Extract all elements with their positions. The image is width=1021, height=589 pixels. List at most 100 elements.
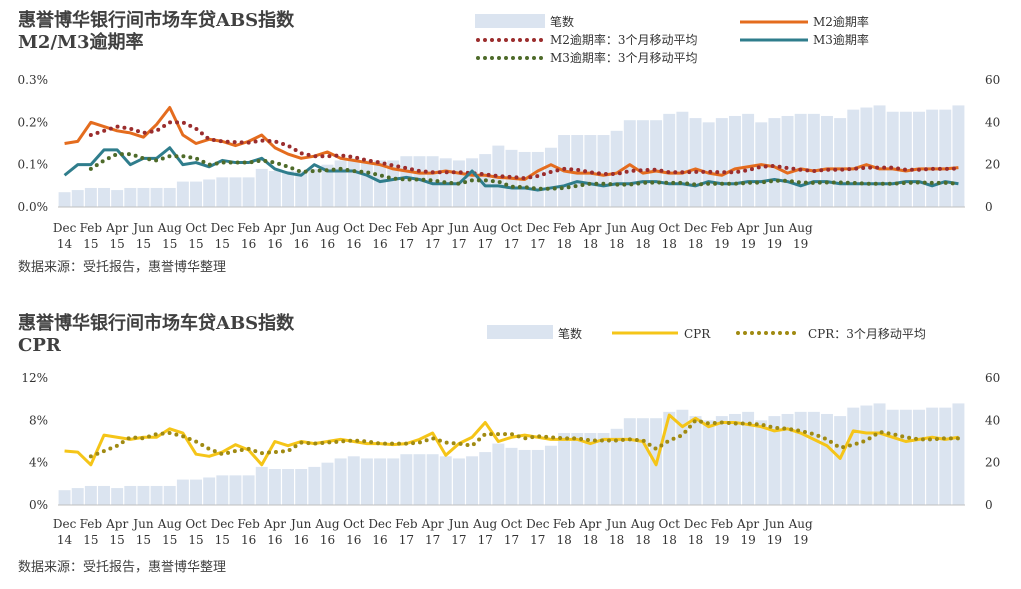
count-bar	[807, 411, 820, 505]
x-tick-month: Aug	[157, 221, 182, 235]
count-bar	[374, 160, 387, 207]
x-tick-month: Feb	[395, 221, 418, 235]
x-tick-year: 18	[662, 237, 677, 251]
count-bar	[321, 462, 334, 505]
count-bar	[663, 411, 676, 505]
x-tick-month: Feb	[553, 221, 576, 235]
count-bar	[873, 105, 886, 207]
x-tick-month: Jun	[131, 221, 154, 235]
count-bar	[334, 160, 347, 207]
count-bar	[268, 171, 281, 207]
count-bar	[794, 411, 807, 505]
count-bar	[847, 407, 860, 505]
x-tick-month: Oct	[659, 517, 681, 531]
x-tick-year: 16	[267, 533, 282, 547]
x-tick-month: Aug	[630, 221, 655, 235]
count-bar	[98, 485, 110, 505]
count-bar	[689, 118, 702, 207]
count-bar	[663, 113, 676, 207]
x-tick-year: 14	[57, 533, 73, 547]
right-tick-label: 0	[985, 200, 993, 214]
x-tick-year: 16	[372, 237, 387, 251]
count-bar	[150, 187, 163, 207]
count-bar	[84, 485, 97, 505]
x-tick-year: 19	[740, 533, 755, 547]
x-tick-month: Oct	[501, 221, 523, 235]
count-bar	[952, 105, 965, 207]
count-bar	[176, 181, 189, 207]
chart1-title: 惠誉博华银行间市场车贷ABS指数 M2/M3逾期率	[18, 10, 294, 54]
count-bar	[216, 177, 229, 207]
count-bar	[558, 433, 571, 505]
x-tick-year: 15	[162, 533, 177, 547]
x-tick-month: Dec	[53, 221, 77, 235]
x-tick-month: Apr	[578, 517, 601, 531]
x-tick-month: Jun	[762, 221, 785, 235]
count-bar	[295, 469, 308, 505]
count-bar	[163, 187, 176, 207]
x-tick-year: 17	[530, 237, 545, 251]
count-bar	[505, 447, 518, 505]
count-bar	[282, 171, 295, 207]
x-tick-month: Feb	[553, 517, 576, 531]
x-tick-month: Jun	[131, 517, 154, 531]
x-tick-month: Oct	[185, 221, 207, 235]
count-bar	[137, 485, 150, 505]
x-tick-year: 16	[320, 533, 335, 547]
x-tick-month: Aug	[314, 221, 339, 235]
series-dotted-line	[88, 120, 961, 181]
count-bar	[360, 160, 373, 207]
x-tick-year: 19	[793, 237, 808, 251]
count-bar	[676, 409, 689, 505]
x-tick-year: 15	[83, 533, 98, 547]
x-tick-year: 17	[425, 237, 440, 251]
x-tick-month: Jun	[289, 517, 312, 531]
x-tick-year: 18	[609, 533, 624, 547]
count-bar	[242, 475, 255, 505]
count-bar	[111, 190, 124, 207]
count-bar	[426, 454, 439, 505]
x-tick-year: 15	[215, 533, 230, 547]
x-tick-month: Aug	[788, 221, 813, 235]
count-bar	[58, 192, 71, 207]
count-bar	[531, 151, 544, 207]
left-tick-label: 0.1%	[18, 158, 49, 172]
count-bar	[544, 147, 557, 207]
count-bar	[781, 413, 794, 505]
count-bar	[544, 445, 557, 505]
count-bar	[150, 485, 163, 505]
count-bar	[702, 420, 715, 505]
x-tick-month: Jun	[447, 517, 470, 531]
count-bar	[650, 120, 663, 207]
count-bar	[913, 111, 925, 207]
count-bar	[413, 156, 426, 207]
count-bar	[742, 113, 755, 207]
count-bar	[926, 407, 939, 505]
x-tick-year: 19	[740, 237, 755, 251]
count-bar	[84, 187, 97, 207]
x-tick-year: 17	[399, 533, 414, 547]
x-tick-year: 18	[635, 533, 650, 547]
right-tick-label: 40	[985, 413, 1000, 427]
count-bar	[899, 409, 912, 505]
x-tick-month: Dec	[526, 517, 550, 531]
count-bar	[913, 409, 925, 505]
x-tick-year: 18	[688, 237, 703, 251]
x-tick-month: Jun	[762, 517, 785, 531]
count-bar	[426, 156, 439, 207]
left-tick-label: 4%	[29, 456, 48, 470]
left-tick-label: 0%	[29, 498, 48, 512]
count-bar	[466, 158, 479, 207]
legend-m3-ma-label: M3逾期率：3个月移动平均	[550, 50, 698, 65]
x-tick-year: 17	[451, 237, 466, 251]
x-tick-month: Apr	[105, 221, 128, 235]
count-bar	[794, 113, 807, 207]
count-bar	[111, 488, 124, 505]
x-tick-month: Oct	[185, 517, 207, 531]
x-tick-year: 17	[478, 237, 493, 251]
x-tick-year: 15	[110, 237, 125, 251]
count-bar	[387, 160, 400, 207]
left-tick-label: 0.2%	[18, 115, 49, 129]
count-bar	[610, 428, 623, 505]
